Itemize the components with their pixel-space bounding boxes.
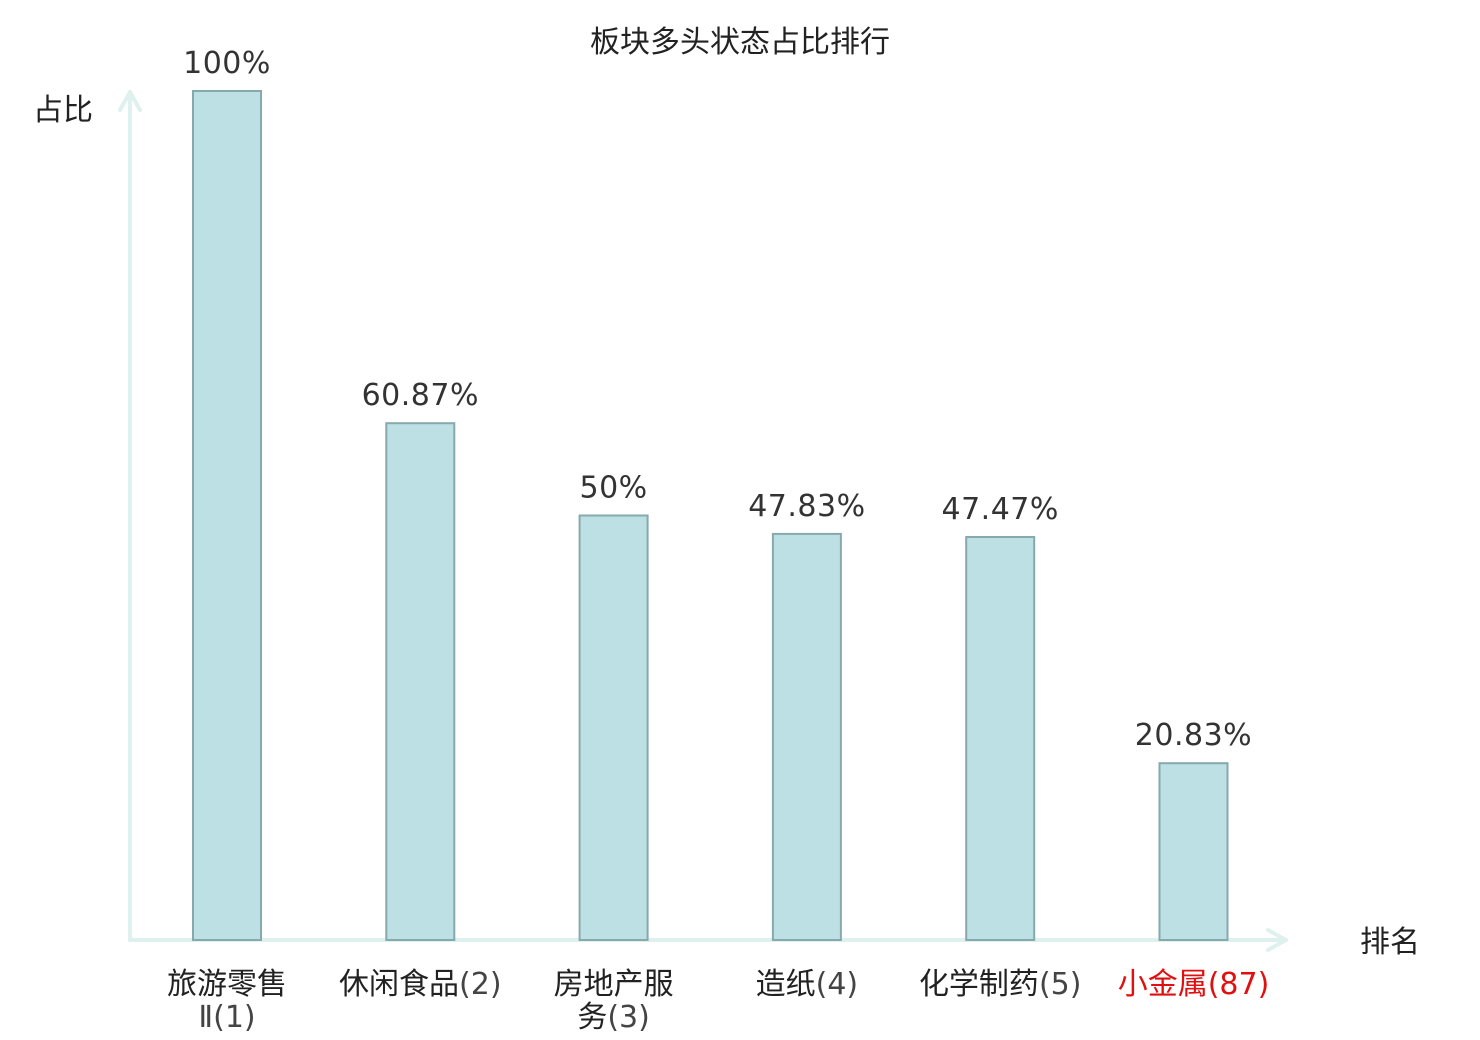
category-rank: (87)	[1208, 967, 1270, 1002]
bar-2	[385, 422, 456, 941]
category-label-line: 小金属(87)	[1118, 967, 1270, 1002]
category-label-3: 房地产服务(3)	[554, 967, 674, 1035]
bar-6	[1158, 762, 1229, 942]
x-axis-label: 排名	[1360, 925, 1420, 960]
y-axis-label: 占比	[33, 93, 93, 128]
category-label-6: 小金属(87)	[1118, 967, 1270, 1002]
category-name: 造纸	[756, 967, 816, 1002]
value-labels: 100% 60.87% 50% 47.83% 47.47% 20.83%	[183, 46, 1252, 753]
bar-4	[771, 532, 842, 942]
bar-value-label-3: 50%	[580, 471, 648, 506]
category-label-1: 旅游零售 Ⅱ(1)	[167, 967, 287, 1035]
category-label-line: 化学制药(5)	[919, 967, 1081, 1002]
category-rank: (2)	[459, 967, 502, 1002]
y-axis-arrow	[118, 90, 142, 112]
axes	[118, 90, 1288, 952]
chart-title: 板块多头状态占比排行	[590, 25, 890, 60]
category-name: 小金属	[1118, 967, 1208, 1002]
category-label-line: 休闲食品(2)	[339, 967, 502, 1002]
x-axis-arrow	[1266, 928, 1288, 952]
bars	[192, 90, 1229, 942]
category-rank: (5)	[1039, 967, 1082, 1002]
bar-value-label-2: 60.87%	[362, 378, 479, 413]
category-rank: Ⅱ(1)	[198, 1000, 255, 1035]
category-label-line: 造纸(4)	[756, 967, 859, 1002]
bar-value-label-1: 100%	[183, 46, 271, 81]
category-label-line: 房地产服	[554, 967, 674, 1002]
bar-value-label-4: 47.83%	[748, 489, 865, 524]
category-label-line: 旅游零售	[167, 967, 287, 1002]
category-name: 休闲食品	[339, 967, 459, 1002]
category-label-line: 务(3)	[577, 1000, 650, 1035]
category-label-2: 休闲食品(2)	[339, 967, 502, 1002]
category-label-5: 化学制药(5)	[919, 967, 1081, 1002]
bar-1	[192, 90, 262, 941]
category-name: 房地产服	[554, 967, 674, 1002]
category-name: 旅游零售	[167, 967, 287, 1002]
bar-5	[965, 536, 1036, 941]
category-name: 化学制药	[919, 967, 1039, 1002]
bar-value-label-5: 47.47%	[942, 492, 1059, 527]
category-name: 务	[577, 1000, 607, 1035]
category-rank: (4)	[816, 967, 859, 1002]
bar-3	[578, 514, 649, 941]
category-label-line: Ⅱ(1)	[198, 1000, 255, 1035]
bar-value-label-6: 20.83%	[1135, 718, 1252, 753]
category-label-4: 造纸(4)	[756, 967, 859, 1002]
category-labels: 旅游零售 Ⅱ(1) 休闲食品(2) 房地产服务(3) 造纸(4) 化学制药(5) 小金属(8…	[167, 967, 1269, 1035]
category-rank: (3)	[607, 1000, 650, 1035]
